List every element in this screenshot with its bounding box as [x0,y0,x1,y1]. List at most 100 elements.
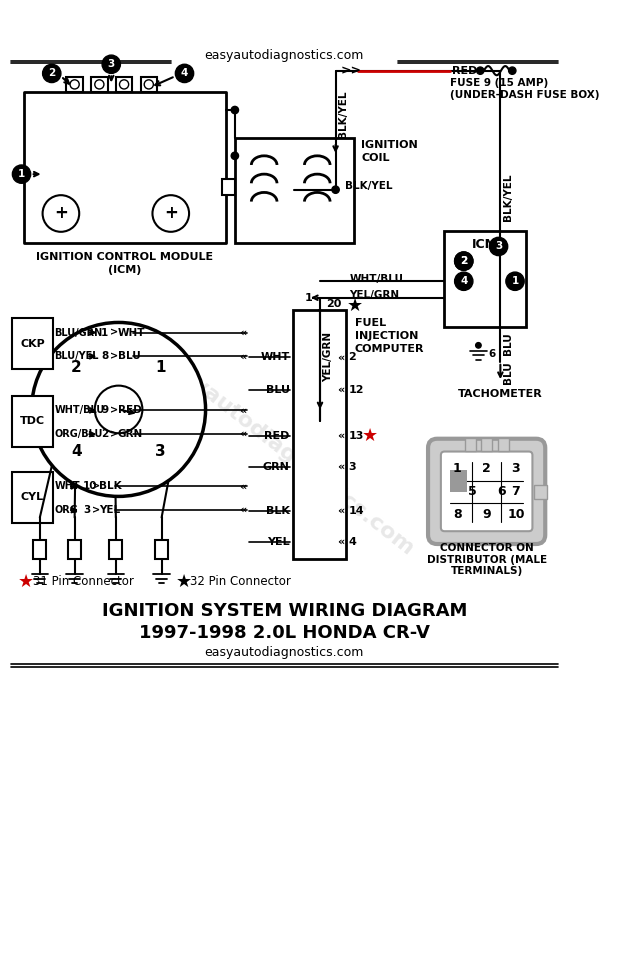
Text: 1997-1998 2.0L HONDA CR-V: 1997-1998 2.0L HONDA CR-V [139,624,430,642]
Text: TDC: TDC [20,416,45,426]
Text: >>: >> [340,64,361,77]
Text: BLK/YEL: BLK/YEL [503,173,513,220]
Circle shape [231,107,239,114]
Text: WHT/BLU: WHT/BLU [54,406,104,416]
Text: 1: 1 [453,463,462,475]
Text: «: « [240,327,247,337]
Text: ICM: ICM [472,238,498,251]
Bar [450,469,467,492]
Text: WHT: WHT [117,327,145,337]
Text: BLU: BLU [266,385,290,395]
Text: 4: 4 [460,276,467,286]
Circle shape [455,272,473,290]
Text: YEL: YEL [267,537,290,547]
Text: «: « [240,505,247,515]
Bar [222,178,235,195]
Text: 10: 10 [507,509,525,521]
Circle shape [153,195,189,232]
Bar [292,310,345,559]
Text: 2: 2 [71,360,82,374]
Bar [481,438,492,451]
Circle shape [176,65,193,82]
Text: >: > [92,505,100,515]
Text: (ICM): (ICM) [108,266,142,275]
Text: «: « [337,463,345,472]
Text: ORG: ORG [54,505,78,515]
Bar [497,438,509,451]
Text: 1: 1 [156,360,166,374]
Text: 1: 1 [512,276,519,286]
Text: BLU: BLU [503,362,513,384]
Circle shape [231,152,239,160]
Bar [66,77,83,92]
Text: «: « [240,429,247,439]
Text: 3: 3 [83,505,90,515]
Circle shape [119,79,129,89]
Text: 2: 2 [482,463,491,475]
Text: easyautodiagnostics.com: easyautodiagnostics.com [153,348,417,560]
Text: «: « [337,506,345,516]
Text: BLK: BLK [99,481,122,491]
Text: 3: 3 [108,59,115,70]
Circle shape [32,322,206,497]
Text: YEL: YEL [99,505,121,515]
Text: 5: 5 [468,485,476,499]
Text: 32 Pin Connector: 32 Pin Connector [190,575,291,588]
Bar [12,318,53,369]
Text: >: > [92,481,100,491]
Circle shape [95,385,142,433]
Circle shape [43,65,61,82]
Text: 3: 3 [512,463,520,475]
Text: WHT: WHT [261,352,290,363]
Text: BLK: BLK [266,506,290,516]
Circle shape [332,186,339,193]
Text: «: « [240,351,247,362]
FancyBboxPatch shape [428,439,545,544]
Circle shape [509,67,516,74]
Text: RED: RED [265,431,290,441]
Bar [140,77,157,92]
Text: easyautodiagnostics.com: easyautodiagnostics.com [205,647,364,660]
Text: ★: ★ [176,572,192,591]
Text: 4: 4 [349,537,356,547]
Text: «: « [337,537,345,547]
Text: 20: 20 [326,299,342,309]
Text: YEL/GRN: YEL/GRN [349,290,399,300]
Text: 9: 9 [101,406,108,416]
Text: CKP: CKP [20,338,45,349]
Text: BLK/YEL: BLK/YEL [338,91,349,138]
Text: 8: 8 [101,351,108,362]
Text: +: + [54,205,68,222]
Text: 4: 4 [181,69,188,78]
Circle shape [506,272,524,290]
Circle shape [95,79,104,89]
Bar [465,438,476,451]
Circle shape [476,343,481,348]
Text: 2: 2 [460,256,467,267]
Text: «: « [337,431,345,441]
Text: >: > [111,429,119,439]
Bar [534,484,547,499]
Text: BLU/GRN: BLU/GRN [54,327,103,337]
Text: BLK/YEL: BLK/YEL [345,181,392,191]
Text: 1: 1 [305,293,313,303]
Text: 4: 4 [71,444,82,459]
Text: COMPUTER: COMPUTER [355,344,425,354]
Text: YEL/GRN: YEL/GRN [323,332,332,382]
Text: ★: ★ [362,427,378,445]
Text: BLU: BLU [117,351,140,362]
Circle shape [70,79,79,89]
Text: 9: 9 [482,509,491,521]
Text: TERMINALS): TERMINALS) [451,566,523,576]
Text: TACHOMETER: TACHOMETER [458,389,543,399]
Circle shape [12,165,31,183]
Text: 3: 3 [495,241,502,252]
Text: IGNITION: IGNITION [361,140,418,150]
Text: CONNECTOR ON: CONNECTOR ON [440,543,533,553]
Text: RED: RED [452,66,477,75]
Bar [444,231,526,327]
Bar [24,92,226,243]
Text: 31 Pin Connector: 31 Pin Connector [33,575,133,588]
Text: «: « [337,352,345,363]
Text: 13: 13 [349,431,364,441]
